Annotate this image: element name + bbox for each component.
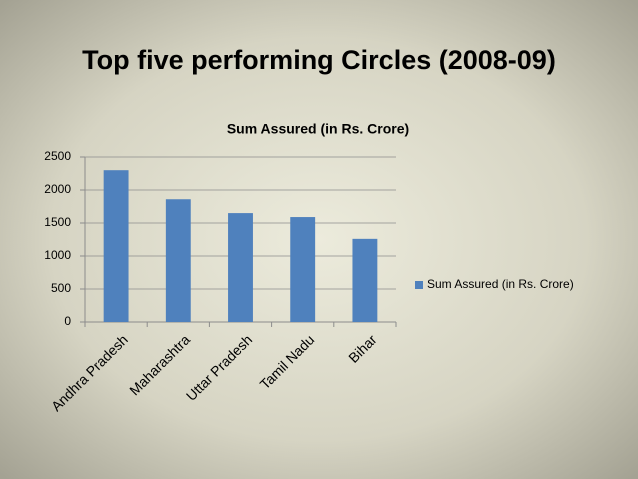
y-tick-label: 500 (51, 281, 71, 295)
legend-swatch (415, 281, 423, 289)
y-tick-label: 0 (64, 314, 71, 328)
slide-title: Top five performing Circles (2008-09) (82, 45, 556, 75)
bar (228, 213, 253, 322)
chart-title: Sum Assured (in Rs. Crore) (227, 121, 409, 137)
bar (352, 238, 378, 322)
bar (103, 170, 129, 322)
bar (290, 217, 316, 322)
bar (165, 199, 191, 322)
y-tick-label: 2000 (44, 182, 71, 196)
y-tick-label: 1500 (44, 215, 71, 229)
legend-label: Sum Assured (in Rs. Crore) (427, 277, 574, 291)
y-tick-label: 1000 (44, 248, 71, 262)
y-tick-label: 2500 (44, 149, 71, 163)
